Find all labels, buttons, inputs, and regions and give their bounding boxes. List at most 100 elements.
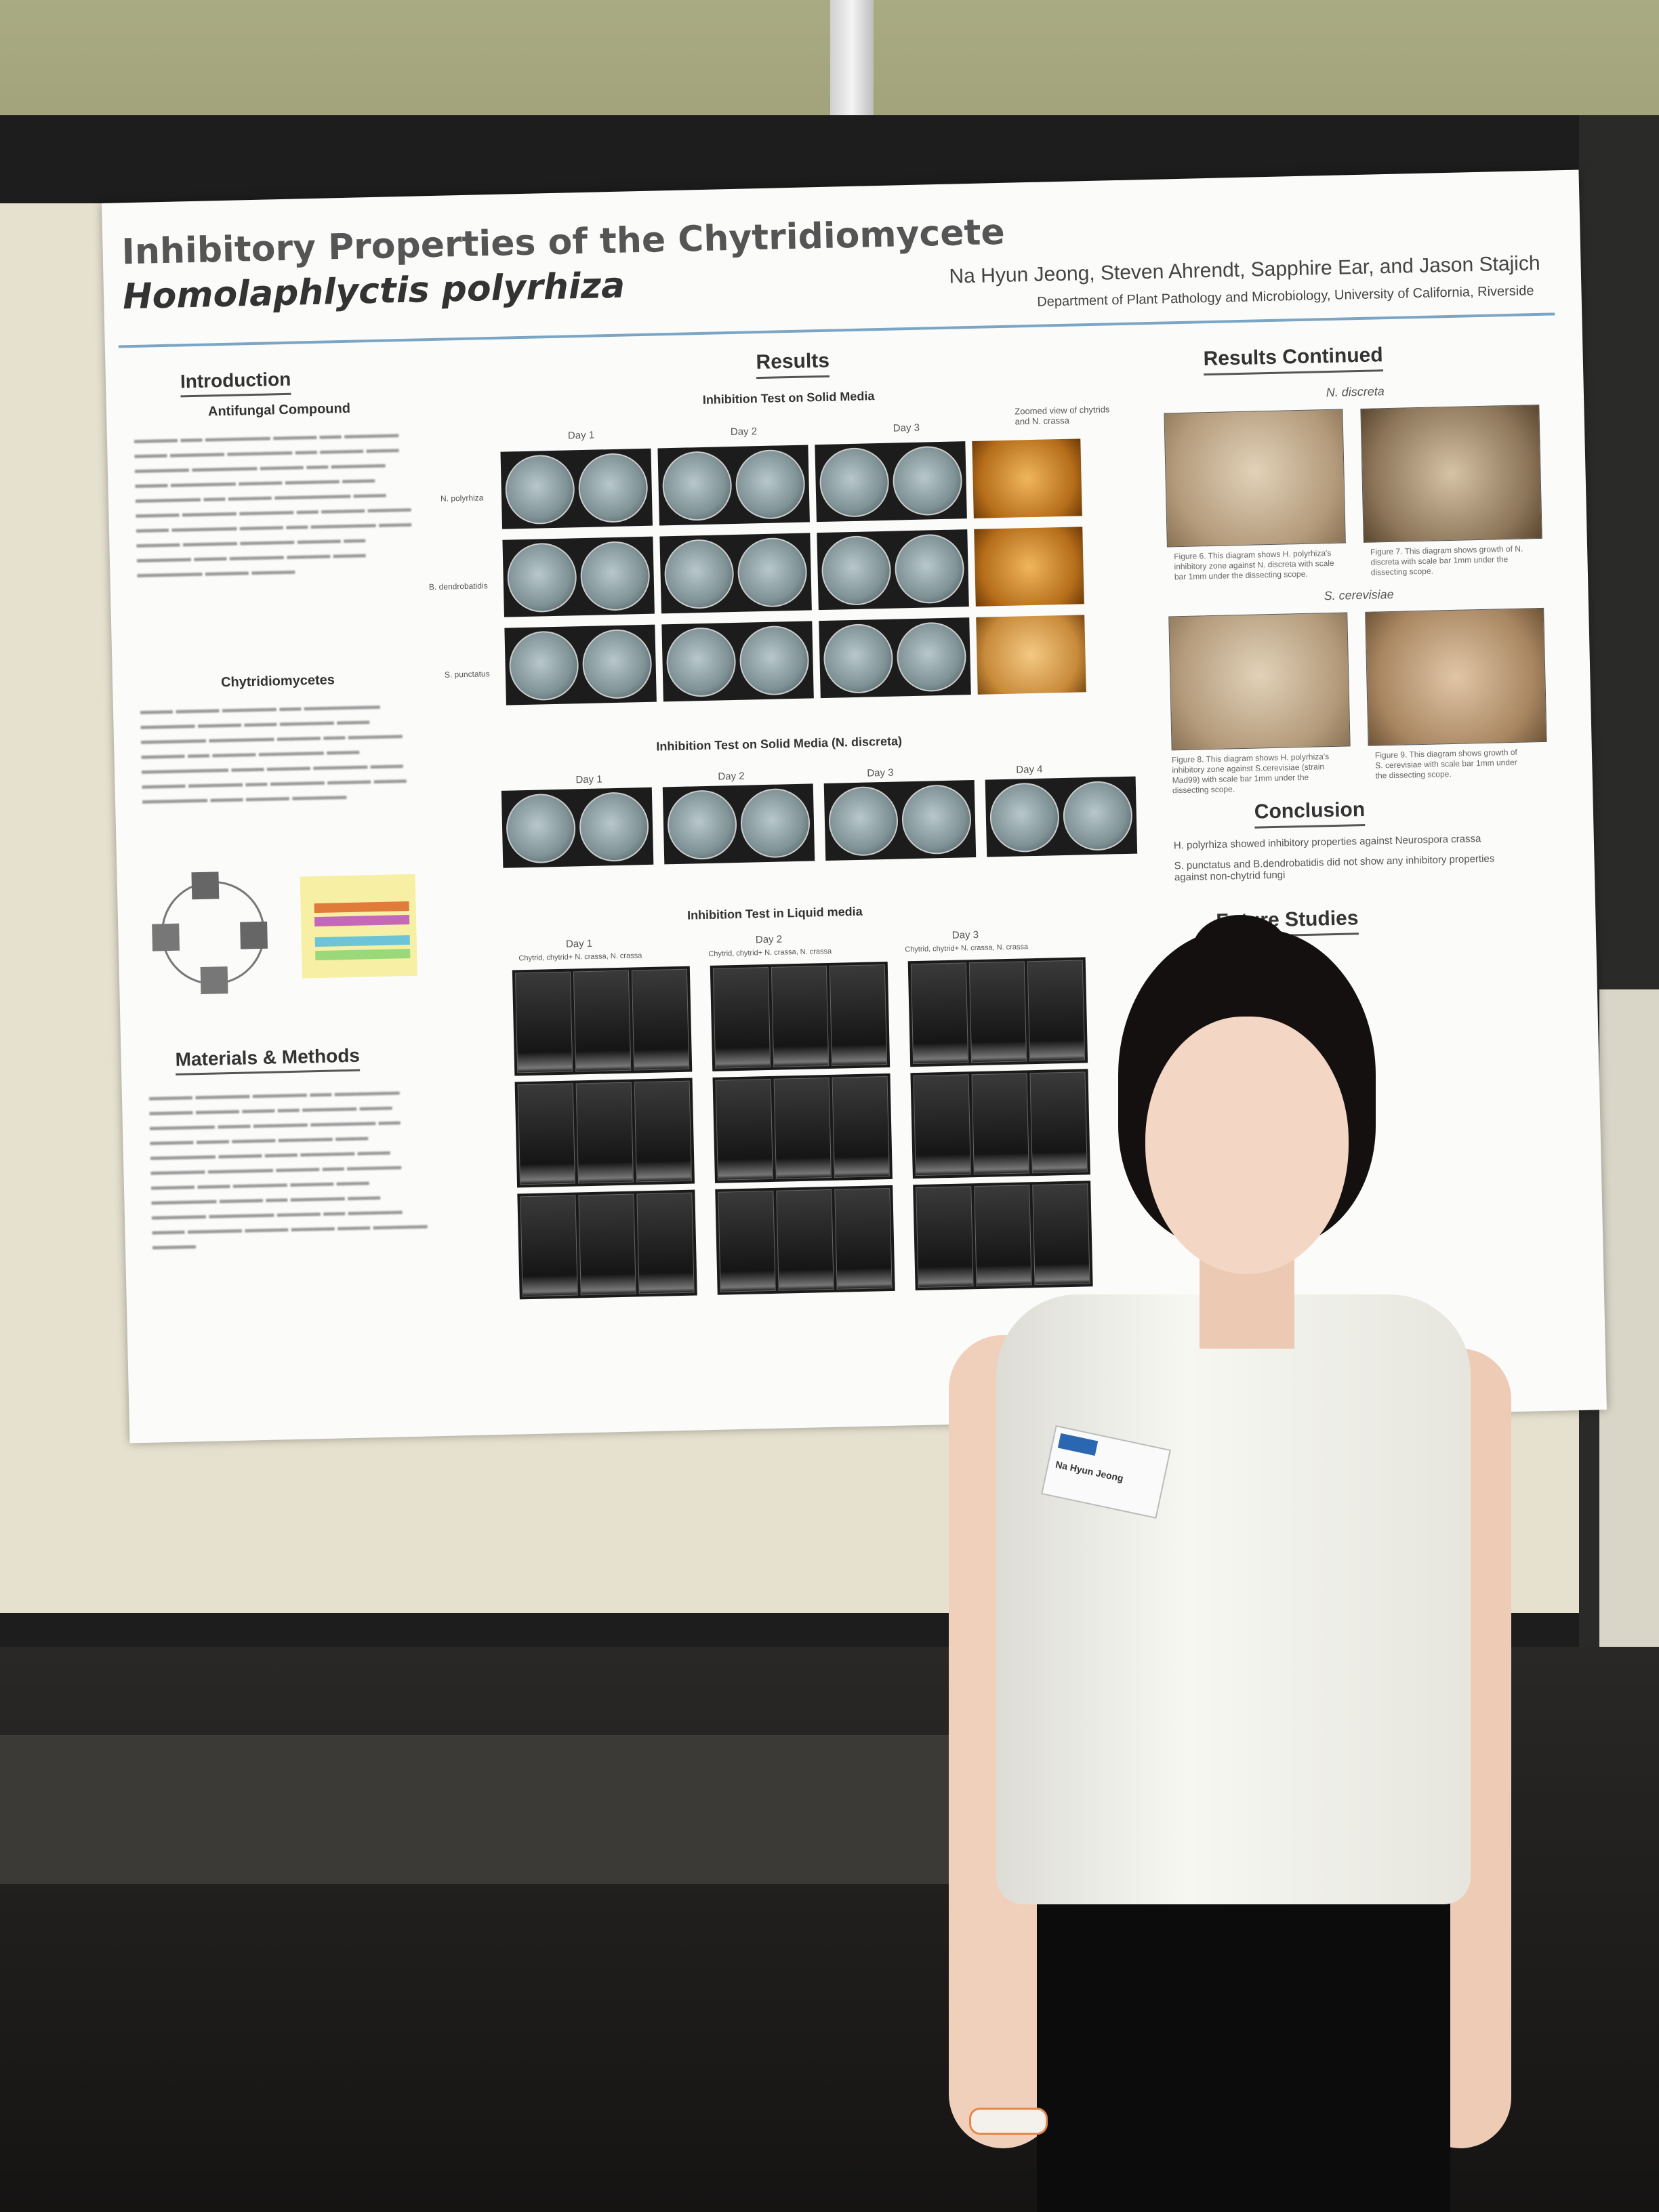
- solid-day3-label: Day 3: [893, 422, 920, 434]
- solid-day1-label: Day 1: [567, 429, 595, 442]
- methods-heading: Materials & Methods: [175, 1044, 361, 1076]
- poster-authors: Na Hyun Jeong, Steven Ahrendt, Sapphire …: [949, 251, 1540, 288]
- solid-media-title: Inhibition Test on Solid Media: [702, 389, 875, 407]
- petri-dish: [737, 537, 808, 608]
- bracelet: [969, 2108, 1048, 2135]
- discreta-day1-label: Day 1: [575, 773, 602, 786]
- petri-dish: [989, 782, 1061, 853]
- zoom-image: [976, 615, 1086, 695]
- petri-dish: [506, 542, 577, 613]
- petri-dish: [666, 789, 738, 861]
- badge-name: Na Hyun Jeong: [1054, 1458, 1125, 1484]
- discreta-day2-label: Day 2: [718, 770, 745, 783]
- badge-logo: [1057, 1433, 1099, 1456]
- liquid-test-title: Inhibition Test in Liquid media: [687, 904, 863, 922]
- liquid-columns-label-day2: Chytrid, chytrid+ N. crassa, N. crassa: [708, 947, 832, 958]
- petri-dish: [827, 785, 899, 857]
- poster-title: Inhibitory Properties of the Chytridiomy…: [121, 210, 1006, 320]
- caption-fig7: Figure 7. This diagram shows growth of N…: [1370, 544, 1523, 577]
- liquid-day1-label: Day 1: [565, 937, 593, 950]
- adjacent-board: [1599, 989, 1659, 1762]
- petri-dish: [894, 533, 965, 605]
- title-divider: [118, 312, 1555, 348]
- petri-dish: [577, 452, 649, 524]
- row-label-dendrobatidis: B. dendrobatidis: [428, 581, 488, 592]
- liquid-day2-label: Day 2: [755, 933, 783, 946]
- vial: [776, 1189, 834, 1291]
- discreta-test-title: Inhibition Test on Solid Media (N. discr…: [656, 734, 903, 754]
- petri-dish: [739, 625, 810, 696]
- solid-day2-label: Day 2: [730, 426, 758, 438]
- vial: [773, 1077, 832, 1179]
- petri-dish: [661, 451, 733, 522]
- petri-dish: [579, 540, 651, 612]
- micrograph-fig9: [1365, 607, 1547, 746]
- petri-dish: [735, 449, 806, 520]
- vial: [514, 971, 573, 1073]
- petri-dish: [823, 623, 894, 694]
- zoom-image: [972, 438, 1082, 518]
- blouse: [996, 1294, 1471, 1904]
- vial: [715, 1078, 773, 1181]
- petri-dish: [505, 793, 577, 864]
- row-label-punctatus: S. punctatus: [444, 669, 490, 680]
- petri-dish: [508, 630, 579, 701]
- caption-fig6: Figure 6. This diagram shows H. polyrhiz…: [1174, 548, 1334, 582]
- hair-bun: [1193, 915, 1288, 983]
- micrograph-fig7: [1360, 404, 1542, 543]
- conclusion-heading: Conclusion: [1254, 798, 1366, 829]
- vial: [520, 1195, 578, 1297]
- presenter: Na Hyun Jeong: [935, 915, 1545, 2212]
- vial: [636, 1192, 695, 1294]
- discreta-day3-label: Day 3: [867, 766, 894, 779]
- vial: [578, 1193, 636, 1296]
- vial: [718, 1190, 776, 1292]
- vial: [832, 1076, 890, 1178]
- table: [0, 1735, 1017, 1884]
- petri-dish: [504, 454, 575, 525]
- conclusion-point2: S. punctatus and B.dendrobatidis did not…: [1174, 853, 1495, 884]
- chytrid-subheading: Chytridiomycetes: [220, 672, 335, 691]
- petri-dish: [1062, 780, 1134, 852]
- discreta-plates-row: [501, 776, 1138, 868]
- vial: [517, 1083, 575, 1185]
- vial: [634, 1080, 692, 1183]
- results-continued-heading: Results Continued: [1203, 344, 1384, 376]
- skirt: [1037, 1884, 1450, 2212]
- research-poster: Inhibitory Properties of the Chytridiomy…: [102, 169, 1607, 1443]
- caption-fig9: Figure 9. This diagram shows growth of S…: [1374, 747, 1517, 781]
- petri-dish: [665, 626, 737, 698]
- petri-dish: [578, 791, 650, 863]
- life-cycle-diagram: [152, 872, 417, 994]
- caption-fig8: Figure 8. This diagram shows H. polyrhiz…: [1171, 752, 1330, 796]
- vial: [771, 966, 830, 1067]
- n-discreta-label: N. discreta: [1326, 384, 1385, 400]
- s-cerevisiae-label: S. cerevisiae: [1324, 587, 1394, 603]
- methods-body-text: ▬▬▬▬ ▬▬▬▬▬ ▬▬▬▬▬ ▬▬ ▬▬▬▬▬▬ ▬▬▬▬ ▬▬▬▬ ▬▬▬…: [148, 1086, 428, 1252]
- intro-subheading: Antifungal Compound: [207, 401, 351, 419]
- petri-dish: [892, 445, 963, 516]
- ceiling-pole: [830, 0, 874, 136]
- vial: [575, 1082, 634, 1184]
- face: [1145, 1017, 1349, 1274]
- vial: [834, 1187, 893, 1290]
- row-label-polyrhiza: N. polyrhiza: [440, 493, 484, 504]
- discreta-day4-label: Day 4: [1016, 763, 1043, 776]
- zoom-image: [974, 527, 1084, 607]
- zoom-label: Zoomed view of chytrids and N. crassa: [1015, 404, 1110, 427]
- petri-dish: [581, 628, 653, 700]
- poster-department: Department of Plant Pathology and Microb…: [1037, 283, 1534, 310]
- petri-dish: [819, 447, 890, 518]
- petri-dish: [896, 621, 967, 693]
- intro-body-text: ▬▬▬▬ ▬▬ ▬▬▬▬▬▬ ▬▬▬▬ ▬▬ ▬▬▬▬▬ ▬▬▬ ▬▬▬▬▬ ▬…: [134, 428, 412, 580]
- liquid-columns-label-day1: Chytrid, chytrid+ N. crassa, N. crassa: [518, 951, 642, 963]
- solid-plates-row1: [500, 438, 1082, 529]
- micrograph-fig6: [1164, 409, 1346, 548]
- solid-plates-row2: [502, 527, 1084, 617]
- petri-dish: [663, 538, 735, 610]
- chytrid-body-text: ▬▬▬ ▬▬▬▬ ▬▬▬▬▬ ▬▬ ▬▬▬▬▬▬▬ ▬▬▬▬▬ ▬▬▬▬ ▬▬▬…: [140, 699, 407, 806]
- petri-dish: [901, 784, 972, 855]
- micrograph-fig8: [1168, 612, 1351, 751]
- vial: [631, 968, 690, 1071]
- petri-dish: [821, 535, 892, 607]
